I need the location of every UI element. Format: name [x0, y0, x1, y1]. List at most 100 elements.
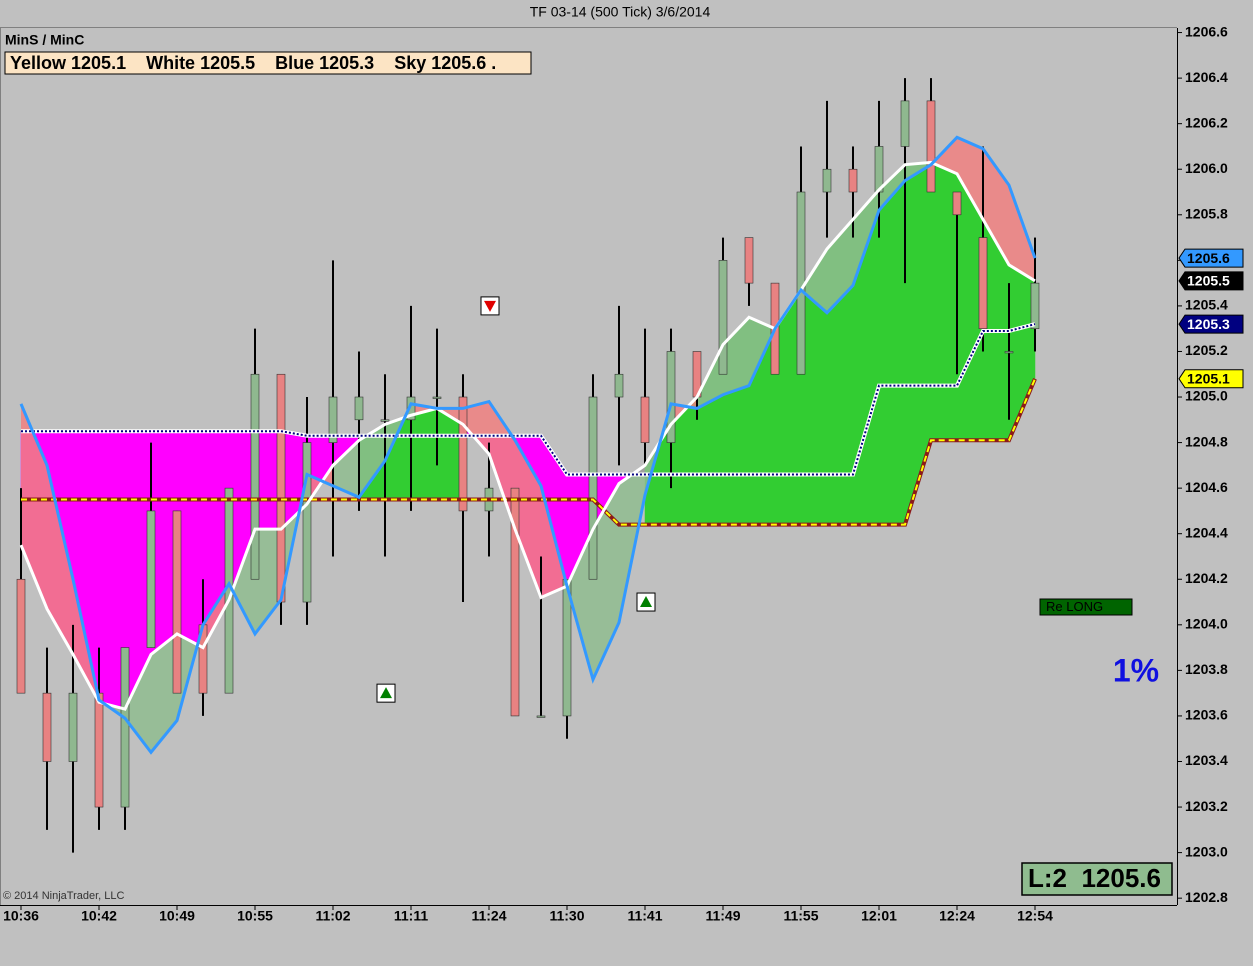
x-tick-label: 11:55	[783, 908, 818, 924]
band-fill	[515, 440, 541, 598]
y-tick-label: 1203.2	[1185, 798, 1228, 814]
line-layer	[19, 135, 1037, 755]
candle-body	[172, 510, 182, 694]
candle-body	[302, 442, 312, 603]
band-fill	[879, 164, 905, 211]
band-fill	[229, 529, 255, 634]
band-fill	[489, 401, 515, 530]
candle-body	[848, 168, 858, 193]
line	[19, 160, 1036, 711]
x-tick-label: 10:49	[159, 908, 195, 924]
x-tick-label: 10:55	[237, 908, 273, 924]
band-fill	[203, 583, 229, 648]
candle-body	[744, 237, 754, 284]
band-fill	[723, 317, 749, 395]
price-tag-label: 1205.3	[1187, 316, 1230, 332]
x-tick-label: 12:54	[1017, 908, 1053, 924]
percent-text: 1%	[1113, 652, 1159, 688]
candle-body	[926, 100, 936, 193]
candle-body	[536, 715, 546, 718]
y-tick-label: 1204.0	[1185, 616, 1228, 632]
x-tick-label: 12:24	[939, 908, 975, 924]
candle-body	[822, 168, 832, 193]
candle-body	[250, 373, 260, 580]
y-tick-label: 1204.6	[1185, 479, 1228, 495]
candle-body	[900, 100, 910, 147]
x-tick-label: 10:42	[81, 908, 117, 924]
copyright: © 2014 NinjaTrader, LLC	[3, 890, 124, 902]
candle-body	[380, 419, 390, 422]
signal-box	[1039, 598, 1133, 616]
x-tick-label: 11:02	[315, 908, 350, 924]
cloud-fill	[878, 164, 906, 525]
x-tick-label: 12:01	[861, 908, 897, 924]
y-tick-label: 1206.6	[1185, 23, 1228, 39]
y-tick-label: 1205.4	[1185, 297, 1228, 313]
signal-arrow	[640, 596, 652, 608]
band-fill	[151, 633, 177, 753]
price-tag	[1178, 248, 1244, 268]
candle-body	[640, 396, 650, 443]
candle-body	[562, 578, 572, 717]
candle-body	[1030, 282, 1040, 329]
indicator-name: MinS / MinC	[5, 32, 84, 48]
price-tag-label: 1205.6	[1187, 250, 1230, 266]
candle-body	[874, 146, 884, 193]
candle-body	[666, 351, 676, 443]
line	[21, 323, 1036, 476]
candle-body	[354, 396, 364, 421]
x-tick-label: 11:49	[705, 908, 740, 924]
position-text: L:2 1205.6	[1028, 863, 1161, 893]
candle-body	[510, 487, 520, 717]
y-tick-label: 1204.8	[1185, 433, 1228, 449]
band-fill	[957, 137, 983, 220]
y-tick-label: 1205.0	[1185, 388, 1228, 404]
signal-arrow	[484, 300, 496, 312]
candle-body	[458, 396, 468, 512]
price-tag	[1178, 271, 1244, 291]
y-tick-label: 1202.8	[1185, 889, 1228, 905]
candle-body	[406, 396, 416, 421]
candle-body	[276, 373, 286, 603]
candle-body	[1004, 351, 1014, 354]
price-tag-label: 1205.1	[1187, 371, 1230, 387]
x-tick-label: 11:30	[549, 908, 584, 924]
x-tick-label: 11:41	[627, 908, 662, 924]
candle-layer	[16, 78, 1040, 853]
y-tick-label: 1203.8	[1185, 661, 1228, 677]
band-fill	[333, 440, 359, 498]
candle-body	[952, 191, 962, 216]
x-tick-label: 11:11	[394, 908, 428, 924]
y-tick-label: 1203.6	[1185, 707, 1228, 723]
candle-body	[718, 260, 728, 375]
price-tag	[1178, 369, 1244, 389]
legend-box	[4, 51, 532, 75]
candle-body	[94, 692, 104, 808]
chart-title: TF 03-14 (500 Tick) 3/6/2014	[530, 4, 711, 20]
band-fill	[463, 401, 489, 454]
candle-body	[42, 692, 52, 762]
x-tick-label: 10:36	[3, 908, 39, 924]
line	[21, 378, 1036, 526]
band-fill	[47, 465, 73, 655]
y-tick-label: 1205.8	[1185, 205, 1228, 221]
candle-body	[614, 373, 624, 398]
price-tag-label: 1205.5	[1187, 273, 1230, 289]
candle-body	[328, 396, 338, 443]
band-fill	[593, 483, 619, 680]
line	[19, 135, 1037, 755]
band-fill	[359, 424, 385, 498]
y-tick-label: 1206.0	[1185, 160, 1228, 176]
y-tick-label: 1203.4	[1185, 752, 1228, 768]
band-fill	[1009, 185, 1035, 281]
y-tick-label: 1206.4	[1185, 69, 1228, 85]
band-fill	[801, 248, 827, 313]
y-tick-label: 1205.2	[1185, 342, 1228, 358]
y-tick-label: 1204.2	[1185, 570, 1228, 586]
x-tick-label: 11:24	[471, 908, 506, 924]
price-tag	[1178, 314, 1244, 334]
band-fill	[125, 654, 151, 753]
signal-text: Re LONG	[1046, 599, 1103, 614]
